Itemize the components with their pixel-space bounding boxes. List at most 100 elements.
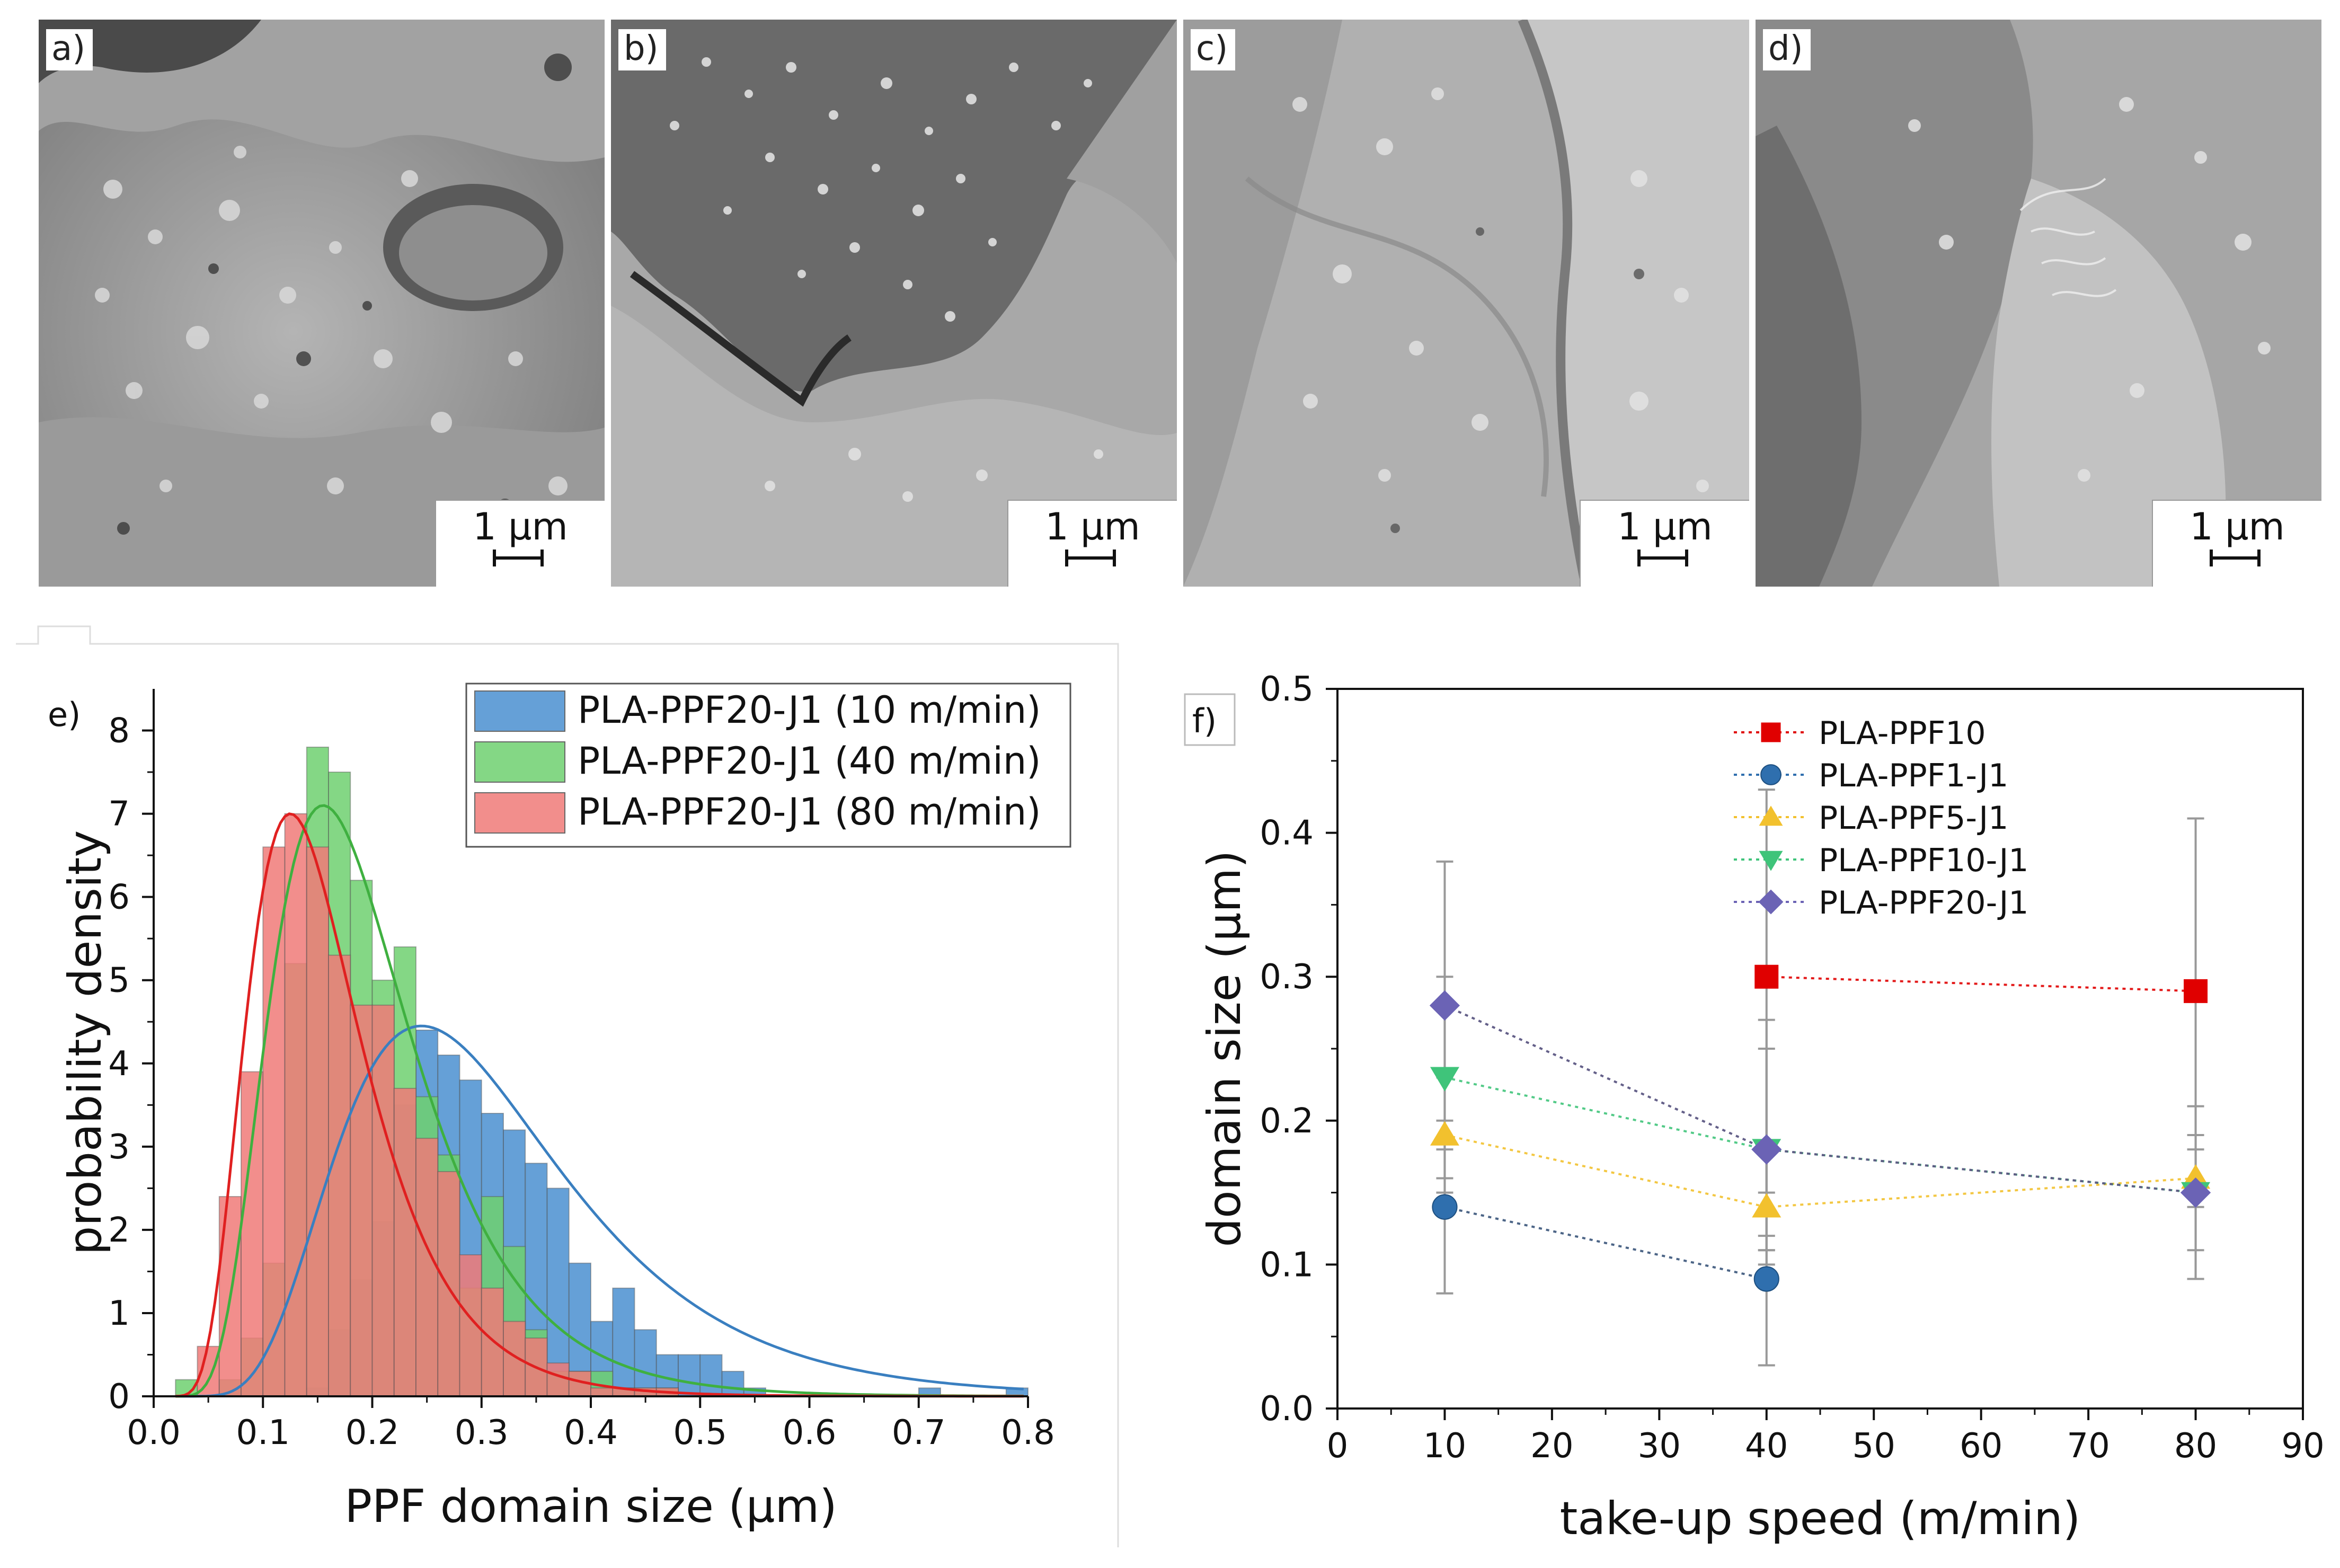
series-line <box>1444 1134 2196 1208</box>
legend-label: PLA-PPF20-J1 (10 m/min) <box>578 688 1041 732</box>
y-tick-label: 2 <box>108 1211 130 1250</box>
scale-bar-a: 1 μm <box>435 500 605 587</box>
scale-bar-text-d: 1 μm <box>2190 505 2285 548</box>
legend-marker <box>1760 764 1781 785</box>
data-point <box>2180 1177 2211 1208</box>
x-axis-label: take-up speed (m/min) <box>1560 1492 2081 1545</box>
x-tick-label: 50 <box>1852 1427 1895 1466</box>
y-tick-label: 1 <box>108 1294 130 1333</box>
y-tick-label: 0.4 <box>1260 814 1314 853</box>
x-tick-label: 70 <box>2067 1427 2109 1466</box>
histogram-bar <box>241 1071 264 1397</box>
legend-label: PLA-PPF5-J1 <box>1819 800 2008 837</box>
histogram-chart-e: e) 0.0 0.1 0.2 0.3 0.4 0.5 0.6 0.7 0.8 0 1 2 3 4 5 6 7 8 PP… <box>16 625 1119 1547</box>
histogram-bar <box>546 1188 570 1397</box>
y-tick-label: 5 <box>108 961 130 1000</box>
histogram-bar <box>306 846 329 1397</box>
scale-bar-text-c: 1 μm <box>1617 505 1713 548</box>
panel-label-e: e) <box>48 695 81 734</box>
sem-image-c <box>1183 20 1749 587</box>
histogram-bar <box>371 1004 395 1397</box>
data-point <box>1751 1134 1782 1165</box>
x-axis-label: PPF domain size (μm) <box>344 1480 837 1533</box>
x-tick-label: 40 <box>1745 1427 1788 1466</box>
histogram-bar <box>262 846 286 1397</box>
y-tick-label: 0.2 <box>1260 1102 1314 1141</box>
legend-label: PLA-PPF20-J1 (40 m/min) <box>578 739 1041 783</box>
data-point <box>1432 1194 1458 1220</box>
x-tick-label: 0.1 <box>236 1413 290 1452</box>
legend-label: PLA-PPF20-J1 <box>1819 884 2028 922</box>
data-point <box>1753 1266 1779 1292</box>
micrograph-a: a) 1 μm <box>39 20 605 587</box>
scale-bar-b: 1 μm <box>1007 500 1177 587</box>
y-axis-label: domain size (μm) <box>1198 850 1251 1247</box>
x-tick-label: 0.7 <box>892 1413 946 1452</box>
frame-decoration <box>16 625 1119 1547</box>
panel-label-box <box>1184 693 1236 746</box>
y-tick-label: 0.0 <box>1260 1389 1314 1429</box>
data-point <box>1430 1067 1459 1092</box>
x-tick-label: 0 <box>1327 1427 1349 1466</box>
histogram-bar <box>328 954 351 1397</box>
y-axis-label: probability density <box>59 830 112 1255</box>
legend-label: PLA-PPF10-J1 <box>1819 842 2028 879</box>
x-tick-label: 80 <box>2174 1427 2217 1466</box>
plot-frame <box>1336 688 2304 1410</box>
histogram-bar <box>634 1329 657 1397</box>
micrograph-d: d) 1 μm <box>1756 20 2321 587</box>
series-line <box>1444 1004 2196 1194</box>
micrograph-c: c) 1 μm <box>1183 20 1749 587</box>
panel-label-f: f) <box>1192 702 1217 740</box>
panel-label-d: d) <box>1763 29 1811 71</box>
series-line-shade <box>1444 1206 1767 1280</box>
x-tick-label: 0.8 <box>1001 1413 1055 1452</box>
histogram-bar <box>437 1171 460 1397</box>
x-tick-label: 60 <box>1960 1427 2002 1466</box>
data-point <box>2184 979 2208 1003</box>
series-line-shade <box>1444 1004 2196 1194</box>
data-point <box>1754 964 1779 989</box>
legend-swatch <box>474 690 565 732</box>
legend-box <box>465 683 1071 848</box>
legend-label: PLA-PPF20-J1 (80 m/min) <box>578 790 1041 834</box>
legend-marker <box>1759 805 1783 826</box>
x-tick-label: 0.0 <box>127 1413 181 1452</box>
x-tick-label: 0.3 <box>455 1413 509 1452</box>
histogram-bar <box>415 1138 439 1397</box>
x-tick-label: 90 <box>2281 1427 2324 1466</box>
x-tick-label: 0.4 <box>564 1413 618 1452</box>
legend-marker <box>1758 889 1784 915</box>
sem-image-b <box>611 20 1177 587</box>
panel-label-a: a) <box>46 29 93 71</box>
x-tick-label: 20 <box>1530 1427 1573 1466</box>
x-tick-label: 0.2 <box>345 1413 400 1452</box>
series-line <box>1766 976 2196 993</box>
data-point <box>1430 1121 1459 1146</box>
histogram-bar <box>678 1354 701 1397</box>
histogram-bar <box>350 1004 373 1397</box>
y-tick-label: 0 <box>108 1377 130 1416</box>
y-tick-label: 6 <box>108 878 130 917</box>
scale-bar-d: 1 μm <box>2152 500 2321 587</box>
panel-label-c: c) <box>1191 29 1236 71</box>
series-line <box>1444 1076 2196 1194</box>
scale-bar-text-a: 1 μm <box>473 505 568 548</box>
histogram-bar <box>546 1362 570 1397</box>
fit-curve <box>175 1024 1024 1398</box>
histogram-bar <box>284 813 307 1397</box>
legend-label: PLA-PPF10 <box>1819 715 1986 752</box>
legend-swatch <box>474 792 565 834</box>
panel-label-b: b) <box>618 29 666 71</box>
y-tick-label: 0.5 <box>1260 670 1314 709</box>
data-point <box>1752 1193 1781 1218</box>
y-tick-label: 4 <box>108 1044 130 1084</box>
histogram-bar <box>503 1321 526 1397</box>
legend-marker <box>1759 851 1783 871</box>
x-tick-label: 30 <box>1638 1427 1681 1466</box>
histogram-bar <box>699 1354 723 1397</box>
y-tick-label: 3 <box>108 1128 130 1167</box>
y-tick-label: 0.1 <box>1260 1245 1314 1284</box>
histogram-bar <box>481 1287 504 1397</box>
legend-marker <box>1761 722 1781 742</box>
